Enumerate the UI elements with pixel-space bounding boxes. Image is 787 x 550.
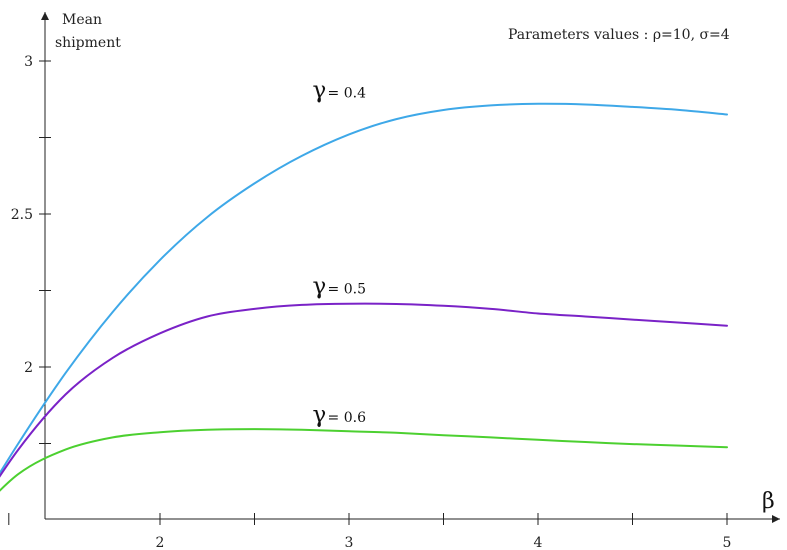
series-line-gamma-0.5 xyxy=(0,302,728,478)
axes xyxy=(41,12,780,523)
x-axis-arrow xyxy=(772,515,780,523)
ticks: 2 3 4 5 2 2.5 3 xyxy=(8,54,732,550)
y-axis-label-line2: shipment xyxy=(55,35,121,51)
x-tick-label-3: 3 xyxy=(345,535,354,550)
series-line-gamma-0.6 xyxy=(0,428,728,492)
series-label-gamma-symbol: γ xyxy=(313,402,327,428)
y-tick-label-2.5: 2.5 xyxy=(11,207,33,223)
series-label-value: = 0.6 xyxy=(328,410,367,426)
x-tick-label-5: 5 xyxy=(723,535,732,550)
series-label-value: = 0.4 xyxy=(328,86,367,102)
series-lines xyxy=(0,102,728,492)
series-line-gamma-0.4 xyxy=(0,102,728,475)
x-tick-label-2: 2 xyxy=(156,535,165,550)
y-tick-label-3: 3 xyxy=(24,54,33,70)
y-tick-label-2: 2 xyxy=(24,360,33,376)
parameters-annotation: Parameters values : ρ=10, σ=4 xyxy=(508,27,730,43)
series-label-gamma-symbol: γ xyxy=(313,274,327,300)
y-axis-label-line1: Mean xyxy=(62,12,102,28)
x-tick-label-4: 4 xyxy=(534,535,543,550)
x-axis-label: β xyxy=(762,489,775,514)
series-label-value: = 0.5 xyxy=(328,282,366,298)
y-axis-arrow xyxy=(41,12,49,20)
series-labels: γ = 0.4γ = 0.5γ = 0.6 xyxy=(313,78,367,428)
series-label-gamma-symbol: γ xyxy=(313,78,327,104)
